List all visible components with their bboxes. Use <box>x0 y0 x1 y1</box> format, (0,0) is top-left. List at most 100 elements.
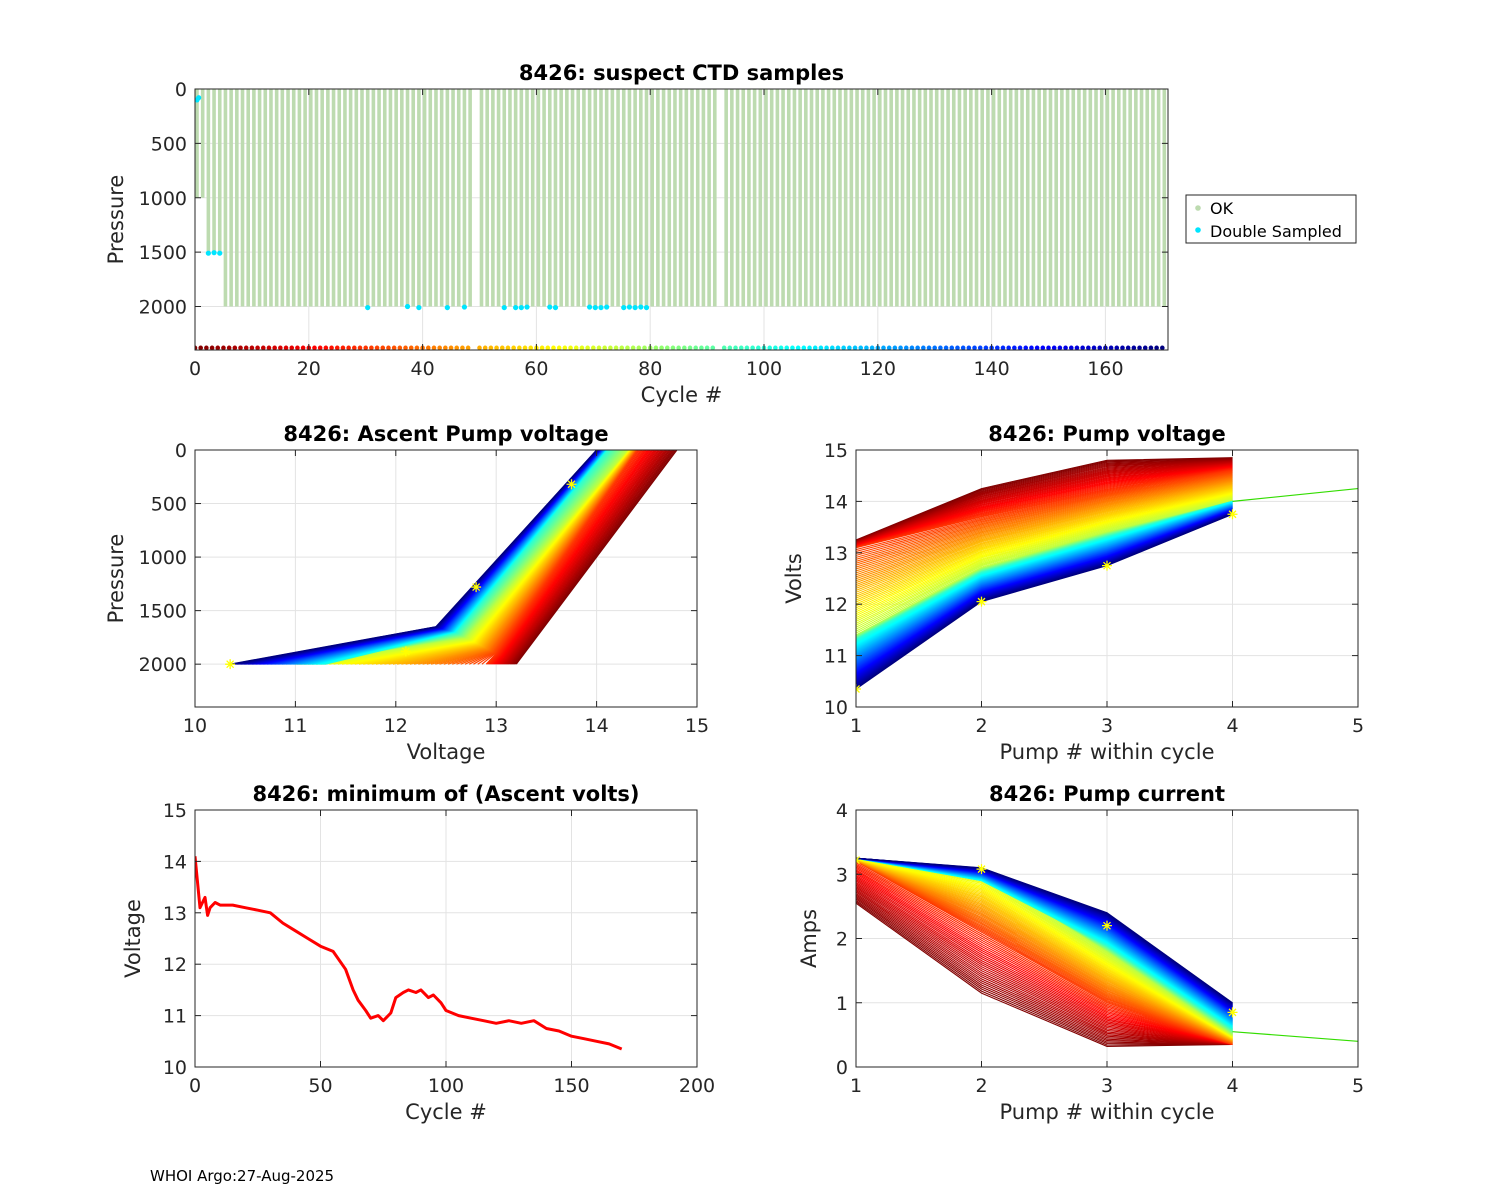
cycle-marker <box>551 345 556 350</box>
pump-voltage-line <box>856 470 1233 551</box>
ascent-profile-line <box>512 450 674 665</box>
pump-current-markers <box>856 855 1238 1018</box>
ascent-profile-line <box>506 450 666 665</box>
yellow-star-marker <box>566 479 577 490</box>
cycle-marker <box>238 345 243 350</box>
cycle-marker <box>1057 345 1063 350</box>
pump-voltage-line <box>856 488 1233 601</box>
pump-voltage-line <box>856 458 1233 542</box>
cycle-marker <box>431 345 437 350</box>
legend-double-label: Double Sampled <box>1210 222 1342 241</box>
double-sampled-point <box>643 304 650 311</box>
cycle-marker <box>642 345 647 350</box>
pump-current-line <box>856 895 1233 1046</box>
pump-current-line <box>856 858 1233 1038</box>
cycle-marker <box>317 345 323 350</box>
chart-title: 8426: suspect CTD samples <box>519 61 844 85</box>
cycle-marker <box>334 345 340 350</box>
cycle-marker <box>738 345 744 350</box>
cycle-marker <box>545 345 551 350</box>
cycle-marker <box>926 345 932 350</box>
y-tick-label: 12 <box>824 594 848 616</box>
legend-ok-label: OK <box>1210 199 1234 218</box>
pump-current-line <box>856 872 1233 1046</box>
pump-voltage-line <box>856 493 1233 615</box>
double-sampled-point <box>547 304 553 310</box>
pump-current-line <box>856 860 1233 1044</box>
y-axis-label: Amps <box>797 909 821 968</box>
pump-current-line <box>856 863 1233 1046</box>
double-sampled-point <box>365 304 371 311</box>
cycle-marker <box>272 345 277 350</box>
pump-current-line <box>856 883 1233 1046</box>
pump-current-line <box>856 858 1233 1039</box>
cycle-marker <box>243 345 249 350</box>
cycle-marker <box>1125 345 1131 350</box>
cycle-marker <box>943 345 949 350</box>
cycle-marker <box>909 345 915 350</box>
pump-voltage-line <box>856 485 1233 591</box>
pump-current-line <box>856 858 1233 1040</box>
pump-current-line <box>856 873 1233 1046</box>
chart-title: 8426: minimum of (Ascent volts) <box>252 782 639 806</box>
pump-voltage-line <box>856 464 1233 545</box>
pump-current-line <box>856 858 1233 1039</box>
pump-voltage-line <box>856 464 1233 545</box>
pump-current-line <box>856 887 1233 1046</box>
pump-voltage-line <box>856 486 1233 595</box>
cycle-marker <box>744 345 750 350</box>
cycle-marker <box>721 345 727 350</box>
yellow-star-marker <box>400 646 411 657</box>
cycle-marker <box>1154 345 1159 350</box>
pump-voltage-series-group <box>856 457 1233 690</box>
cycle-marker <box>505 345 511 350</box>
cycle-marker <box>773 345 778 350</box>
y-tick-label: 0 <box>836 1057 848 1079</box>
pump-current-line <box>856 881 1233 1046</box>
cycle-marker <box>477 345 482 350</box>
cycle-marker <box>329 345 334 350</box>
cycle-marker <box>807 345 812 350</box>
legend-box <box>1185 194 1357 244</box>
cycle-marker <box>983 345 989 350</box>
pump-voltage-line <box>856 460 1233 543</box>
cycle-marker <box>921 345 926 350</box>
plot-content <box>195 856 623 1051</box>
pump-current-line <box>856 858 1233 1040</box>
double-sampled-series <box>195 95 650 311</box>
cycle-marker <box>511 345 516 350</box>
cycle-marker <box>448 345 454 350</box>
pump-voltage-line <box>856 487 1233 597</box>
ascent-profile-line <box>500 450 658 665</box>
cycle-marker <box>562 345 568 350</box>
pump-current-line <box>856 890 1233 1046</box>
cycle-marker <box>363 345 369 350</box>
pump-voltage-line <box>856 491 1233 609</box>
x-tick-label: 0 <box>189 358 201 380</box>
pump-voltage-line <box>856 471 1233 553</box>
ascent-profile-line <box>229 450 598 665</box>
cycle-marker <box>517 345 522 350</box>
pump-voltage-line <box>856 470 1233 549</box>
ascent-profile-line <box>509 450 670 665</box>
cycle-marker <box>403 345 408 350</box>
double-sampled-point <box>524 304 530 310</box>
y-tick-label: 2 <box>836 929 848 951</box>
x-tick-label: 4 <box>1226 1075 1238 1097</box>
plot-content <box>195 89 1167 350</box>
cycle-marker <box>1068 345 1074 350</box>
cycle-marker <box>670 345 676 350</box>
cycle-marker <box>869 345 875 350</box>
cycle-color-strip <box>195 345 1165 350</box>
pump-current-line <box>856 858 1233 1039</box>
pump-current-line <box>856 859 1233 1041</box>
cycle-marker <box>1142 345 1148 350</box>
y-tick-label: 12 <box>163 954 187 976</box>
x-axis-label: Voltage <box>407 740 486 764</box>
pump-current-line <box>856 860 1233 1045</box>
y-tick-label: 0 <box>175 79 187 101</box>
cycle-marker <box>619 345 625 350</box>
cycle-marker <box>568 345 573 350</box>
cycle-marker <box>443 345 448 350</box>
ascent-profile-line <box>508 450 668 665</box>
